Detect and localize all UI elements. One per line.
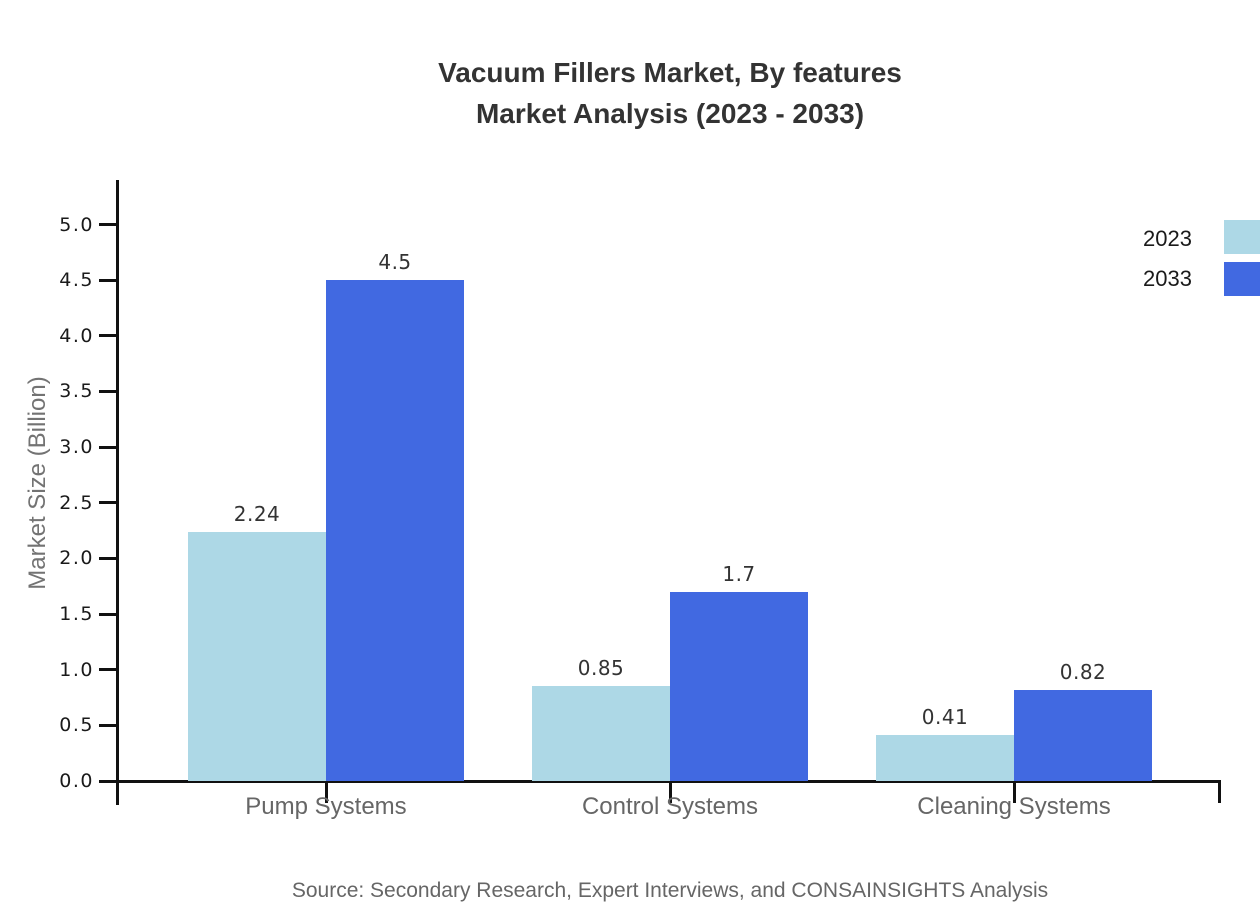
y-tick xyxy=(99,278,118,282)
y-tick-label: 3.0 xyxy=(59,436,94,459)
bar-value-2023-control-systems: 0.85 xyxy=(577,656,625,681)
y-tick xyxy=(99,445,118,449)
y-tick-label: 4.0 xyxy=(59,324,94,347)
y-tick-label: 5.0 xyxy=(59,213,94,236)
legend-label-2023: 2023 xyxy=(1143,226,1192,251)
chart-title-line-1: Vacuum Fillers Market, By features xyxy=(438,57,902,88)
y-tick-label: 3.5 xyxy=(59,380,94,403)
x-axis-line xyxy=(103,780,1221,783)
y-tick-label: 2.0 xyxy=(59,547,94,570)
y-tick xyxy=(99,612,118,616)
legend-label-2033: 2033 xyxy=(1143,266,1192,291)
y-tick xyxy=(99,668,118,672)
y-tick xyxy=(99,556,118,560)
y-tick-label: 4.5 xyxy=(59,269,94,292)
y-tick-label: 0.5 xyxy=(59,714,94,737)
x-tick-pump-systems xyxy=(324,780,328,803)
chart-title: Vacuum Fillers Market, By features Marke… xyxy=(118,52,1222,134)
category-label-control-systems: Control Systems xyxy=(581,793,759,820)
legend-swatch-2023 xyxy=(1224,220,1260,254)
x-axis-end-tick xyxy=(1218,780,1221,803)
y-tick xyxy=(99,223,118,226)
bar-2033-cleaning-systems xyxy=(1014,689,1152,781)
bar-value-2033-pump-systems: 4.5 xyxy=(378,250,412,275)
y-tick-label: 1.0 xyxy=(59,658,94,681)
bar-2023-cleaning-systems xyxy=(876,735,1014,781)
legend-swatch-2033 xyxy=(1224,262,1260,296)
bar-2033-control-systems xyxy=(670,591,808,781)
bar-value-2033-cleaning-systems: 0.82 xyxy=(1059,659,1107,684)
bar-value-2023-pump-systems: 2.24 xyxy=(233,501,281,526)
source-text: Source: Secondary Research, Expert Inter… xyxy=(291,879,1049,902)
category-label-pump-systems: Pump Systems xyxy=(245,793,407,820)
bar-value-2033-control-systems: 1.7 xyxy=(722,561,756,586)
y-tick xyxy=(99,389,118,393)
bar-2033-pump-systems xyxy=(326,280,464,781)
y-tick-label: 0.0 xyxy=(59,770,94,792)
y-tick xyxy=(99,334,118,338)
category-label-cleaning-systems: Cleaning Systems xyxy=(917,793,1111,820)
x-tick-cleaning-systems xyxy=(1012,780,1016,803)
y-tick-label: 1.5 xyxy=(59,603,94,626)
bar-2023-pump-systems xyxy=(188,531,326,781)
y-tick-label: 2.5 xyxy=(59,491,94,514)
x-tick-control-systems xyxy=(668,780,672,803)
y-axis-spine xyxy=(116,180,119,805)
bar-2023-control-systems xyxy=(532,686,670,781)
chart-title-line-2: Market Analysis (2023 - 2033) xyxy=(475,98,865,129)
y-tick xyxy=(99,723,118,727)
y-tick xyxy=(99,779,118,783)
bar-value-2023-cleaning-systems: 0.41 xyxy=(921,705,969,730)
y-axis-label: Market Size (Billion) xyxy=(24,376,51,590)
y-tick xyxy=(99,501,118,505)
